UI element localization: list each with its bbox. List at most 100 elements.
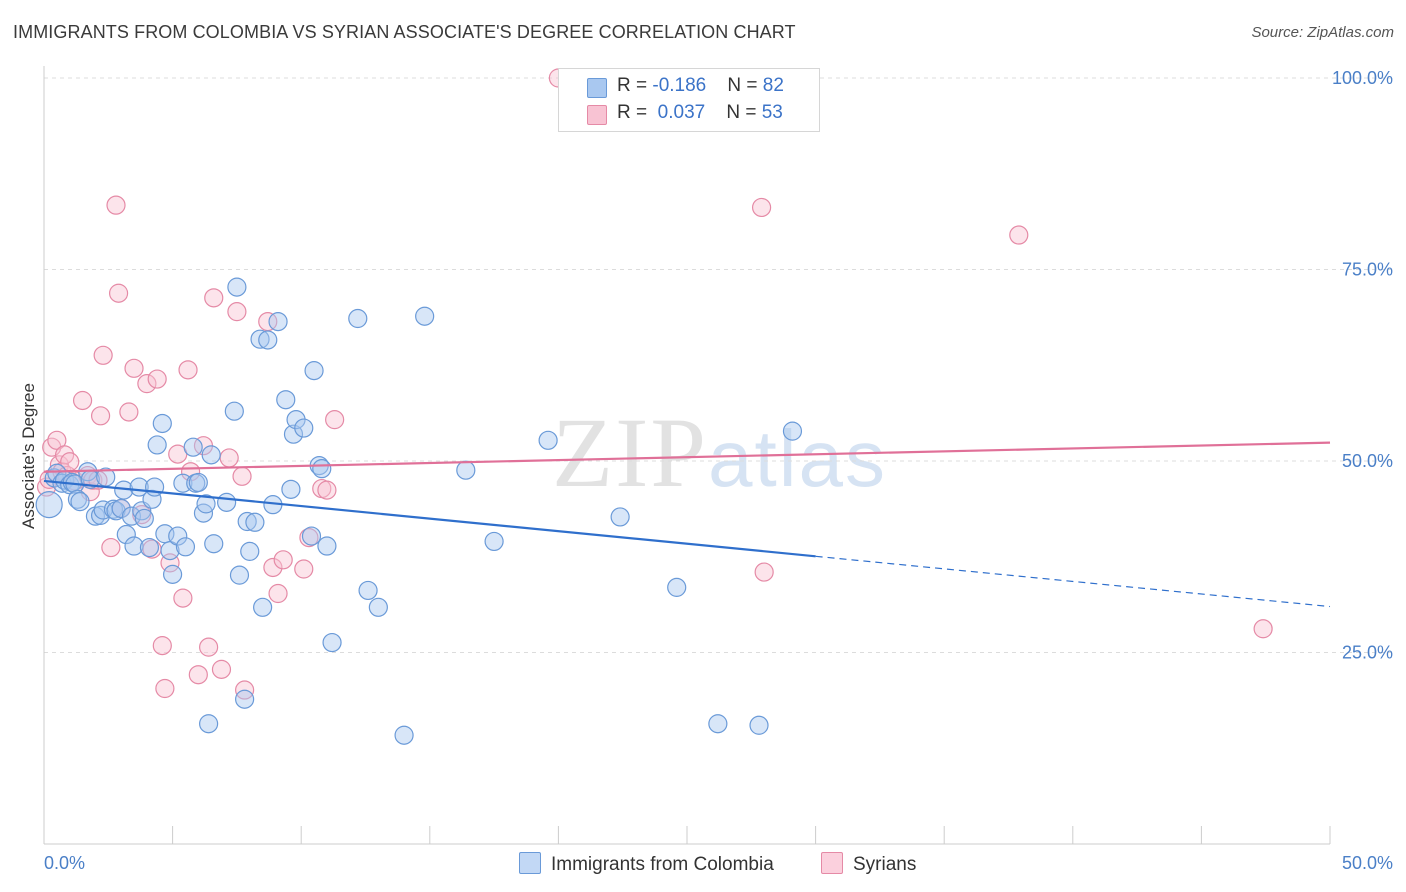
data-point <box>119 402 139 422</box>
data-point <box>178 360 198 380</box>
data-point <box>456 460 476 480</box>
data-point <box>268 311 288 332</box>
data-point <box>201 445 221 465</box>
legend-text-syrians: R = 0.037 N = 53 <box>617 102 783 124</box>
data-point <box>35 491 63 519</box>
data-point <box>301 526 322 546</box>
data-point <box>751 197 772 218</box>
data-point <box>142 489 162 509</box>
data-point <box>217 492 237 512</box>
legend-swatch-syrians <box>587 105 607 125</box>
data-point <box>253 597 273 617</box>
y-axis-label: Associate's Degree <box>19 383 38 529</box>
data-point <box>137 374 157 394</box>
n-value: 82 <box>762 75 784 96</box>
data-point <box>188 665 208 685</box>
tick-labels: 25.0% 50.0% 75.0% 100.0% 0.0% 50.0% Associate'… <box>19 68 1393 873</box>
trendline-colombia <box>43 479 816 558</box>
data-point <box>1253 619 1273 639</box>
legend-swatch-colombia <box>587 78 607 98</box>
series-colombia <box>35 277 803 745</box>
data-point <box>116 524 136 545</box>
data-point <box>199 714 219 734</box>
y-tick-label: 75.0% <box>1342 260 1393 280</box>
data-point <box>147 435 167 455</box>
data-point <box>139 537 160 558</box>
data-point <box>134 508 154 529</box>
data-point <box>294 559 314 579</box>
data-point <box>348 308 368 329</box>
data-point <box>211 659 232 679</box>
data-point <box>147 369 167 389</box>
data-point <box>235 689 255 709</box>
data-point <box>245 512 265 532</box>
data-point <box>85 506 106 526</box>
watermark: ZIPatlas <box>552 395 887 510</box>
data-point <box>263 557 283 578</box>
data-point <box>1009 225 1029 245</box>
data-point <box>204 288 224 308</box>
data-point <box>219 448 239 468</box>
data-point <box>67 489 88 509</box>
trendline-syrians <box>43 441 1331 473</box>
data-point <box>183 437 203 457</box>
data-point <box>368 597 388 617</box>
data-point <box>229 565 250 585</box>
data-point <box>268 583 288 604</box>
data-point <box>90 406 111 426</box>
data-point <box>754 562 774 582</box>
data-point <box>749 715 769 735</box>
bottom-legend-swatch-colombia <box>519 852 541 874</box>
r-value: 0.037 <box>657 102 706 123</box>
source-label: Source: ZipAtlas.com <box>1251 24 1394 41</box>
data-point <box>175 537 196 557</box>
data-point <box>317 480 337 500</box>
data-point <box>232 466 252 486</box>
data-point <box>708 714 728 734</box>
x-tick-label: 50.0% <box>1342 853 1393 873</box>
data-point <box>124 536 144 556</box>
y-tick-label: 100.0% <box>1332 68 1393 88</box>
y-tick-label: 25.0% <box>1342 643 1393 663</box>
data-point <box>415 306 435 326</box>
grid <box>44 77 1394 653</box>
chart-title: IMMIGRANTS FROM COLOMBIA VS SYRIAN ASSOC… <box>13 22 796 42</box>
data-point <box>196 494 216 514</box>
data-point <box>111 498 131 519</box>
data-point <box>72 390 93 411</box>
data-point <box>304 361 324 381</box>
data-point <box>250 329 270 349</box>
watermark-zip: ZIP <box>552 397 708 508</box>
data-point <box>101 537 121 558</box>
data-point <box>325 410 345 430</box>
data-point <box>204 534 224 554</box>
data-point <box>152 636 172 656</box>
bottom-legend-label-colombia: Immigrants from Colombia <box>551 854 774 875</box>
data-point <box>283 424 304 444</box>
data-point <box>276 390 296 410</box>
trendlines <box>43 441 1331 608</box>
data-point <box>358 580 378 601</box>
bottom-legend-syrians: Syrians <box>821 852 916 876</box>
r-label: R = <box>617 75 653 96</box>
data-point <box>227 277 247 297</box>
data-point <box>312 459 332 479</box>
data-point <box>782 421 803 441</box>
data-point <box>163 564 183 584</box>
x-tick-label: 0.0% <box>44 853 85 873</box>
n-label: N = <box>726 102 762 123</box>
data-point <box>173 588 193 608</box>
data-point <box>610 507 630 527</box>
data-point <box>152 413 172 434</box>
data-point <box>258 330 278 350</box>
correlation-legend: R = -0.186 N = 82 R = 0.037 N = 53 <box>558 68 820 132</box>
data-point <box>155 678 175 699</box>
series-syrians <box>36 68 1273 700</box>
data-point <box>273 550 293 570</box>
data-point <box>124 358 144 378</box>
data-point <box>322 632 342 653</box>
data-point <box>317 536 337 556</box>
data-point <box>70 491 90 512</box>
trendline-colombia-extension <box>815 555 1331 608</box>
